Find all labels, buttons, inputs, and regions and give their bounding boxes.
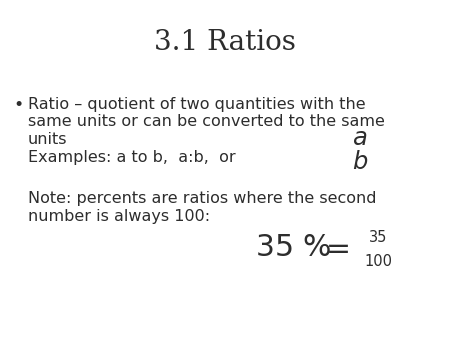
- Text: 35: 35: [369, 230, 387, 244]
- Text: $\mathit{a}$: $\mathit{a}$: [352, 126, 368, 150]
- Text: units: units: [28, 131, 68, 146]
- Text: same units or can be converted to the same: same units or can be converted to the sa…: [28, 115, 385, 129]
- Text: •: •: [13, 96, 23, 114]
- Text: Ratio – quotient of two quantities with the: Ratio – quotient of two quantities with …: [28, 97, 365, 113]
- Text: number is always 100:: number is always 100:: [28, 209, 210, 223]
- Text: 3.1 Ratios: 3.1 Ratios: [154, 28, 296, 55]
- Text: 100: 100: [364, 254, 392, 268]
- Text: Note: percents are ratios where the second: Note: percents are ratios where the seco…: [28, 191, 377, 206]
- Text: Examples: a to b,  a:b,  or: Examples: a to b, a:b, or: [28, 150, 236, 166]
- Text: $35\ \%$: $35\ \%$: [255, 234, 332, 262]
- Text: $\mathit{b}$: $\mathit{b}$: [352, 150, 368, 174]
- Text: $=$: $=$: [320, 234, 350, 262]
